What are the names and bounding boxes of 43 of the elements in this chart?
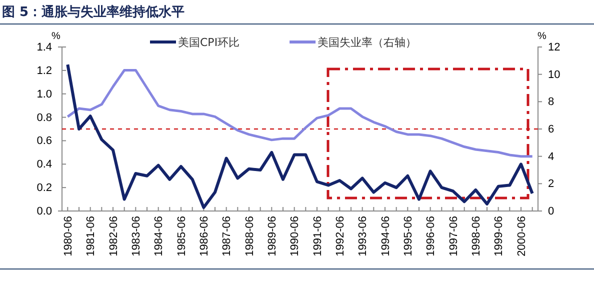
y2-tick-label: 8 — [548, 96, 554, 108]
y2-tick-label: 6 — [548, 124, 554, 136]
x-tick-label: 1983-06 — [130, 216, 143, 256]
y-tick-label: 1.2 — [36, 64, 52, 77]
y-tick-label: 0.0 — [36, 206, 52, 218]
x-tick-label: 1985-06 — [176, 216, 188, 256]
y2-tick-label: 0 — [548, 206, 554, 218]
y-tick-label: 1.0 — [36, 88, 52, 100]
x-tick-label: 1999-06 — [493, 216, 506, 256]
x-tick-label: 1988-06 — [244, 216, 256, 256]
x-tick-label: 1982-06 — [108, 216, 120, 256]
y-axis-title: % — [52, 31, 61, 42]
x-tick-label: 1987-06 — [221, 216, 234, 256]
y-tick-label: 0.6 — [36, 135, 52, 148]
y2-tick-label: 4 — [548, 150, 554, 163]
x-tick-label: 1990-06 — [289, 216, 302, 256]
line-series — [66, 68, 534, 158]
x-tick-label: 1980-06 — [62, 216, 75, 256]
x-tick-label: 1993-06 — [357, 216, 370, 256]
y2-tick-label: 12 — [548, 42, 560, 54]
x-tick-label: 1981-06 — [85, 216, 98, 256]
line-series — [66, 63, 534, 209]
x-tick-label: 1994-06 — [380, 216, 392, 256]
legend-label: 美国CPI环比 — [178, 36, 240, 49]
x-tick-label: 1998-06 — [470, 216, 483, 256]
x-tick-label: 1986-06 — [198, 216, 211, 256]
x-tick-label: 2000-06 — [516, 216, 528, 256]
y-tick-label: 0.2 — [36, 182, 52, 194]
chart-title: 图 5：通胀与失业率维持低水平 — [2, 4, 185, 20]
y-tick-label: 0.4 — [36, 158, 52, 171]
y2-tick-label: 10 — [548, 68, 560, 81]
y2-axis-title: % — [538, 31, 547, 42]
x-tick-label: 1997-06 — [448, 216, 460, 256]
x-tick-label: 1991-06 — [312, 216, 324, 256]
y-tick-label: 1.4 — [36, 42, 52, 54]
y-tick-label: 0.8 — [36, 112, 52, 124]
x-tick-label: 1992-06 — [334, 216, 347, 256]
y2-tick-label: 2 — [548, 178, 554, 190]
x-tick-label: 1989-06 — [266, 216, 279, 256]
legend-label: 美国失业率（右轴） — [318, 36, 417, 49]
x-tick-label: 1984-06 — [153, 216, 166, 256]
x-tick-label: 1996-06 — [425, 216, 438, 256]
x-tick-label: 1995-06 — [402, 216, 415, 256]
